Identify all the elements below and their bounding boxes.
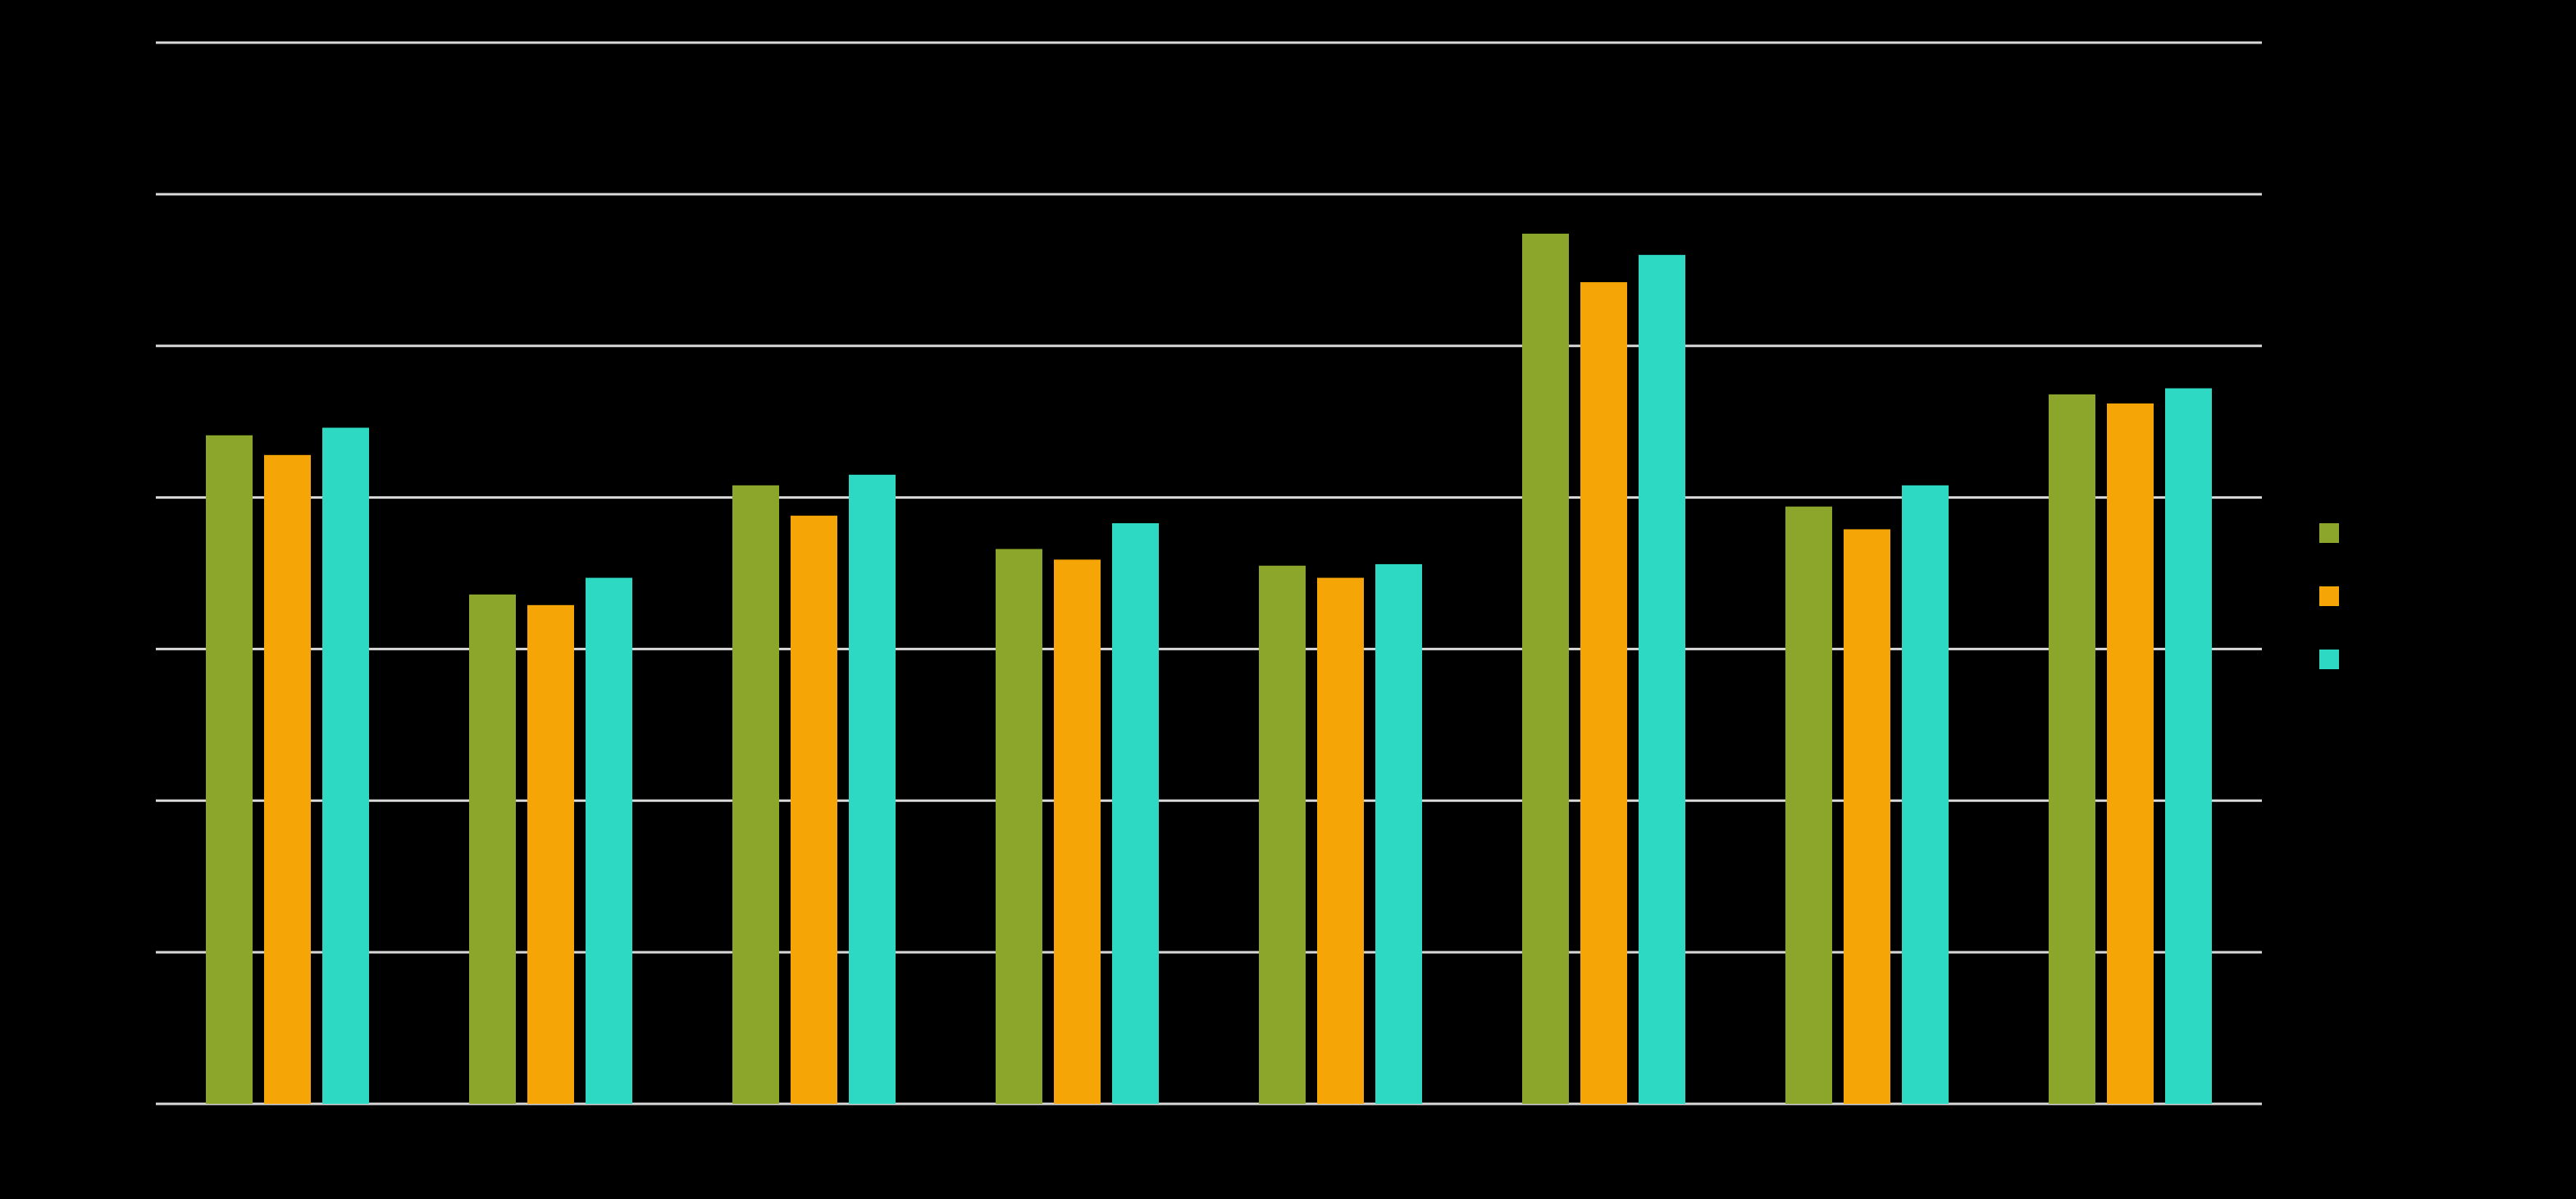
legend-swatch — [2319, 650, 2339, 669]
bar — [2165, 388, 2212, 1105]
bar — [1902, 485, 1949, 1104]
bar — [527, 604, 574, 1104]
legend-swatch — [2319, 523, 2339, 543]
bar — [1785, 506, 1832, 1104]
bar — [791, 515, 837, 1104]
bar — [1639, 254, 1685, 1104]
bar — [1522, 233, 1569, 1104]
bar — [586, 577, 632, 1104]
bar — [1054, 559, 1101, 1104]
bar — [1375, 563, 1422, 1104]
bar — [1844, 529, 1890, 1104]
bar — [1580, 282, 1627, 1104]
bar — [1112, 522, 1159, 1104]
bar — [2107, 403, 2154, 1105]
bar — [206, 435, 253, 1104]
bar — [732, 485, 779, 1104]
legend-swatch — [2319, 586, 2339, 606]
bar — [322, 427, 369, 1104]
bar — [849, 474, 896, 1104]
bar — [2049, 394, 2095, 1105]
bar — [996, 549, 1042, 1104]
bar — [264, 454, 311, 1104]
bar — [1317, 577, 1364, 1104]
bar — [469, 594, 516, 1104]
bar — [1259, 565, 1306, 1104]
